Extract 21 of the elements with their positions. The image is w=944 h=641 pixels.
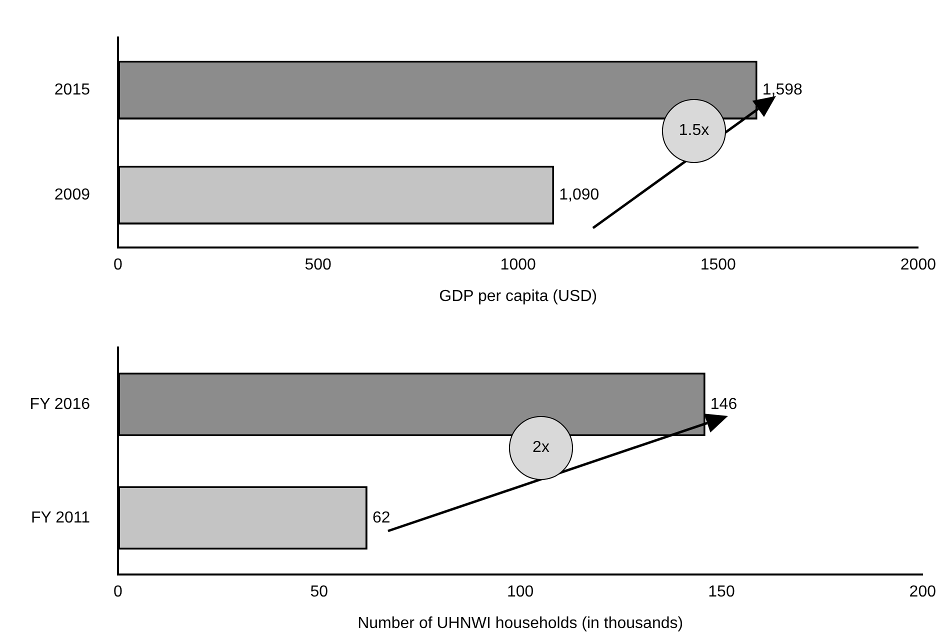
y-tick-label: FY 2011 — [30, 509, 90, 526]
data-label: 146 — [710, 396, 738, 413]
x-tick-label: 0 — [114, 584, 123, 601]
x-tick-label: 1000 — [500, 256, 536, 274]
y-tick-label: 2009 — [54, 186, 90, 204]
x-tick-label: 50 — [310, 584, 328, 601]
data-label: 1,598 — [762, 82, 803, 99]
x-tick-label: 500 — [304, 256, 332, 274]
x-axis-title: GDP per capita (USD) — [439, 288, 598, 305]
x-axis-title: Number of UHNWI households (in thousands) — [358, 614, 684, 632]
x-tick-label: 1500 — [700, 256, 736, 274]
x-tick-label: 200 — [909, 584, 936, 601]
x-tick-label: 100 — [506, 584, 534, 601]
y-tick-label: FY 2016 — [30, 396, 90, 413]
y-tick-label: 2015 — [54, 82, 90, 99]
circle-badge: 1.5x — [662, 99, 726, 163]
x-tick-label: 0 — [114, 256, 123, 274]
x-tick-label: 150 — [708, 584, 735, 601]
data-label: 1,090 — [559, 186, 600, 204]
data-label: 62 — [372, 509, 390, 526]
x-tick-label: 2000 — [900, 256, 936, 274]
